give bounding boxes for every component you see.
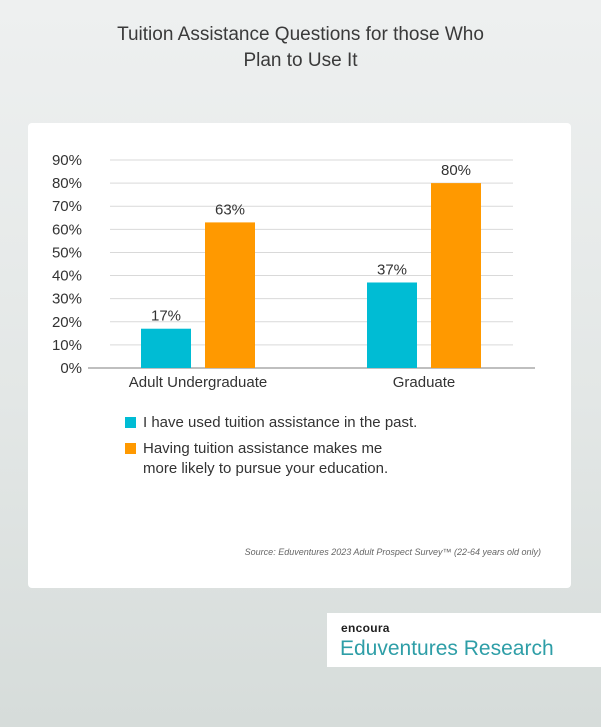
legend: I have used tuition assistance in the pa… [125, 413, 443, 485]
bar [141, 328, 191, 368]
y-tick-label: 90% [52, 152, 82, 169]
y-tick-label: 40% [52, 268, 82, 285]
legend-item-likely: Having tuition assistance makes me more … [125, 439, 443, 479]
data-label: 80% [441, 162, 471, 179]
legend-label-used: I have used tuition assistance in the pa… [143, 414, 418, 431]
brand-eduventures: Eduventures Research [340, 637, 554, 660]
title-line-2: Plan to Use It [243, 50, 358, 71]
bar [431, 183, 481, 368]
y-tick-label: 0% [60, 360, 82, 377]
chart-card: 0% 10% 20% 30% 40% 50% 60% 70% 80% 90% 17% 37% 63% 80… [28, 123, 571, 588]
legend-swatch-teal [125, 417, 136, 428]
legend-label-likely-line-1: Having tuition assistance makes me [143, 440, 383, 457]
source-note: Source: Eduventures 2023 Adult Prospect … [244, 547, 541, 557]
legend-item-used: I have used tuition assistance in the pa… [125, 413, 443, 433]
data-label: 17% [151, 308, 181, 325]
y-tick-label: 50% [52, 244, 82, 261]
data-label: 37% [377, 261, 407, 278]
x-category-label: Graduate [393, 374, 456, 391]
y-tick-label: 80% [52, 175, 82, 192]
brand-encoura: encoura [341, 621, 390, 635]
data-label: 63% [215, 201, 245, 218]
y-tick-label: 10% [52, 337, 82, 354]
x-category-label: Adult Undergraduate [129, 374, 267, 391]
bar-chart: 0% 10% 20% 30% 40% 50% 60% 70% 80% 90% 17% 37% 63% 80… [52, 152, 535, 391]
legend-label-likely-line-2: more likely to pursue your education. [143, 460, 389, 477]
title-line-1: Tuition Assistance Questions for those W… [117, 24, 484, 45]
legend-swatch-orange [125, 443, 136, 454]
y-tick-label: 20% [52, 314, 82, 331]
y-tick-label: 70% [52, 198, 82, 215]
y-tick-label: 30% [52, 291, 82, 308]
y-tick-label: 60% [52, 221, 82, 238]
chart-title: Tuition Assistance Questions for those W… [0, 22, 601, 74]
brand-logo: encoura Eduventures Research [327, 613, 601, 667]
legend-label-likely: Having tuition assistance makes me more … [143, 439, 443, 479]
bar [205, 222, 255, 368]
bar [367, 282, 417, 368]
